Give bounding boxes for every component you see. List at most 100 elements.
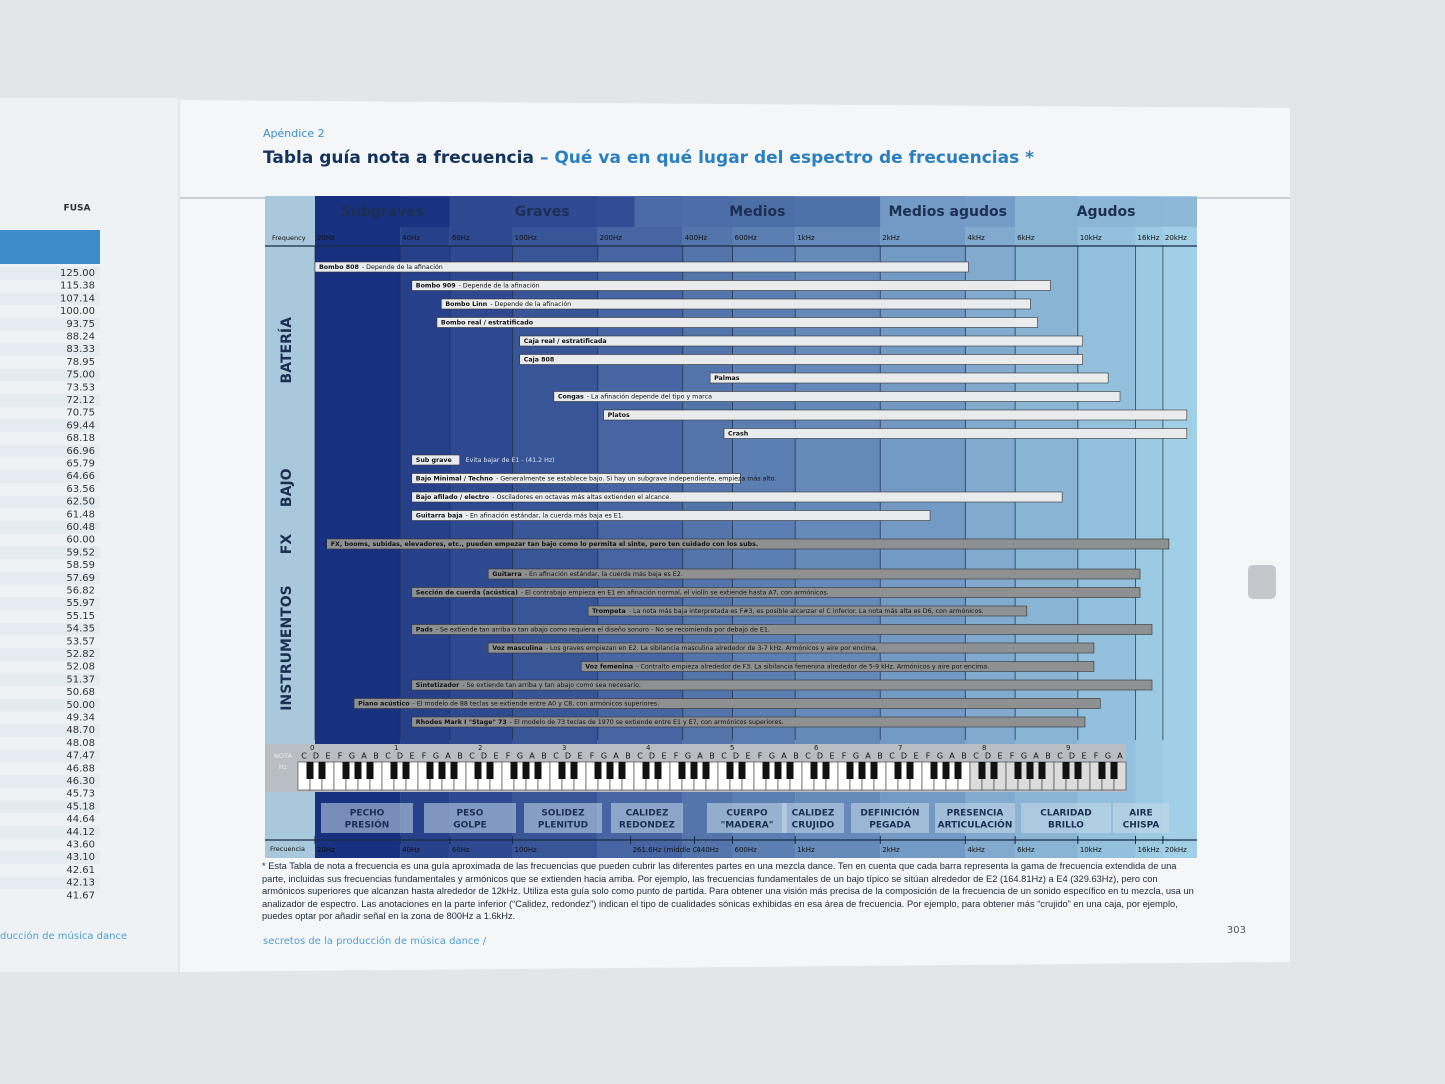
title-main: Tabla guía nota a frecuencia [263,148,534,168]
black-key [606,762,614,779]
black-key [642,762,650,779]
note-letter: G [517,752,523,761]
black-key [678,762,686,779]
bar-label: Pads - Se extiende tan arriba o tan abajo… [416,627,770,634]
row-stripe [0,876,100,890]
black-key [426,762,434,779]
left-value: 62.50 [66,497,95,508]
black-key [822,762,830,779]
bar-name: Sub grave [416,457,452,464]
quality-label: REDONDEZ [619,821,675,831]
left-value: 58.59 [66,560,95,571]
row-stripe [0,571,100,585]
bar-note: - Depende de la afinación [459,282,540,290]
note-letter: E [997,752,1002,761]
bar-name: Caja 808 [524,357,555,364]
black-key [738,762,746,779]
note-letter: D [1069,752,1075,761]
range-bar [436,317,1038,328]
bar-name: Caja real / estratificada [524,338,607,345]
band-label: Medios [729,204,785,220]
range-bar [519,335,1083,347]
top-tick-label: 20Hz [317,234,335,242]
range-bar [553,391,1121,402]
row-stripe [0,597,100,610]
note-letter: G [433,752,439,761]
note-letter: D [481,752,487,761]
bar-name: Bombo real / estratificado [441,320,534,327]
left-value: 46.30 [66,776,95,787]
bar-label: Rhodes Mark I "Stage" 73- El modelo de 7… [416,718,784,726]
quality-label: AIRE [1129,809,1152,819]
range-bar [519,354,1083,365]
bottom-tick-label: 600Hz [734,846,757,854]
note-letter: B [709,752,715,761]
octave-number: 7 [898,744,902,752]
note-letter: C [469,752,475,761]
row-stripe [0,521,100,534]
quality-box [611,803,683,833]
note-letter: A [529,752,535,761]
top-tick-label: 100Hz [515,234,538,242]
note-letter: G [937,752,943,761]
black-key [1110,762,1118,779]
top-tick-label: 2kHz [882,234,900,242]
left-value: 48.08 [66,738,95,749]
axis-title: Frequency [272,234,306,242]
bar-label: Crash [728,431,748,438]
left-value: 100.00 [60,306,95,317]
left-value: 54.35 [66,624,95,635]
bottom-tick-label: 1kHz [797,846,815,854]
note-letter: D [733,752,739,761]
bar-name: Bajo afilado / electro [416,494,490,501]
note-letter: F [842,752,847,761]
black-key [438,762,446,779]
bar-name: Pads [416,627,433,634]
note-letter: A [445,752,451,761]
bar-label: Bombo 909- Depende de la afinación [416,282,540,290]
black-key [618,762,626,779]
band-header [634,197,881,227]
left-value: 78.95 [66,357,95,368]
spectrum-stripe [1135,196,1163,858]
bar-note: - Generalmente se establece bajo. Si hay… [496,475,776,483]
row-stripe [0,470,100,483]
range-bar [314,261,969,273]
black-key [990,762,998,779]
footnote: * Esta Tabla de nota a frecuencia es una… [262,861,1194,922]
row-stripe [0,648,100,661]
black-key [942,762,950,779]
spectrum-stripe [1162,196,1197,858]
bar-name: Voz femenina [585,664,633,671]
range-bar [487,568,1141,580]
bar-label: Sub grave [416,457,452,464]
bar-label: Platos [608,412,630,419]
note-letter: B [457,752,463,761]
bar-name: Trompeta [592,608,626,615]
note-letter: D [397,752,403,761]
top-tick-label: 10kHz [1080,234,1102,242]
bar-name: Bombo Linn [445,301,487,308]
quality-label: CALIDEZ [792,809,835,819]
row-stripe [0,495,100,509]
left-value: 56.82 [66,586,95,597]
bar-name: Rhodes Mark I "Stage" 73 [416,719,507,726]
note-letter: C [1057,752,1063,761]
left-value: 59.52 [66,547,95,558]
left-value: 60.48 [66,522,95,533]
note-letter: A [697,752,703,761]
title: Tabla guía nota a frecuencia – Qué va en … [263,148,1034,168]
left-value: 42.13 [66,878,95,889]
quality-label: SOLIDEZ [541,809,585,819]
black-key [978,762,986,779]
note-letter: G [769,752,775,761]
note-letter: G [349,752,355,761]
group-label: BATERÍA [278,317,295,384]
black-key [774,762,782,779]
range-bar [411,624,1153,635]
note-letter: B [877,752,883,761]
left-header-block [0,230,100,264]
note-letter: B [625,752,631,761]
